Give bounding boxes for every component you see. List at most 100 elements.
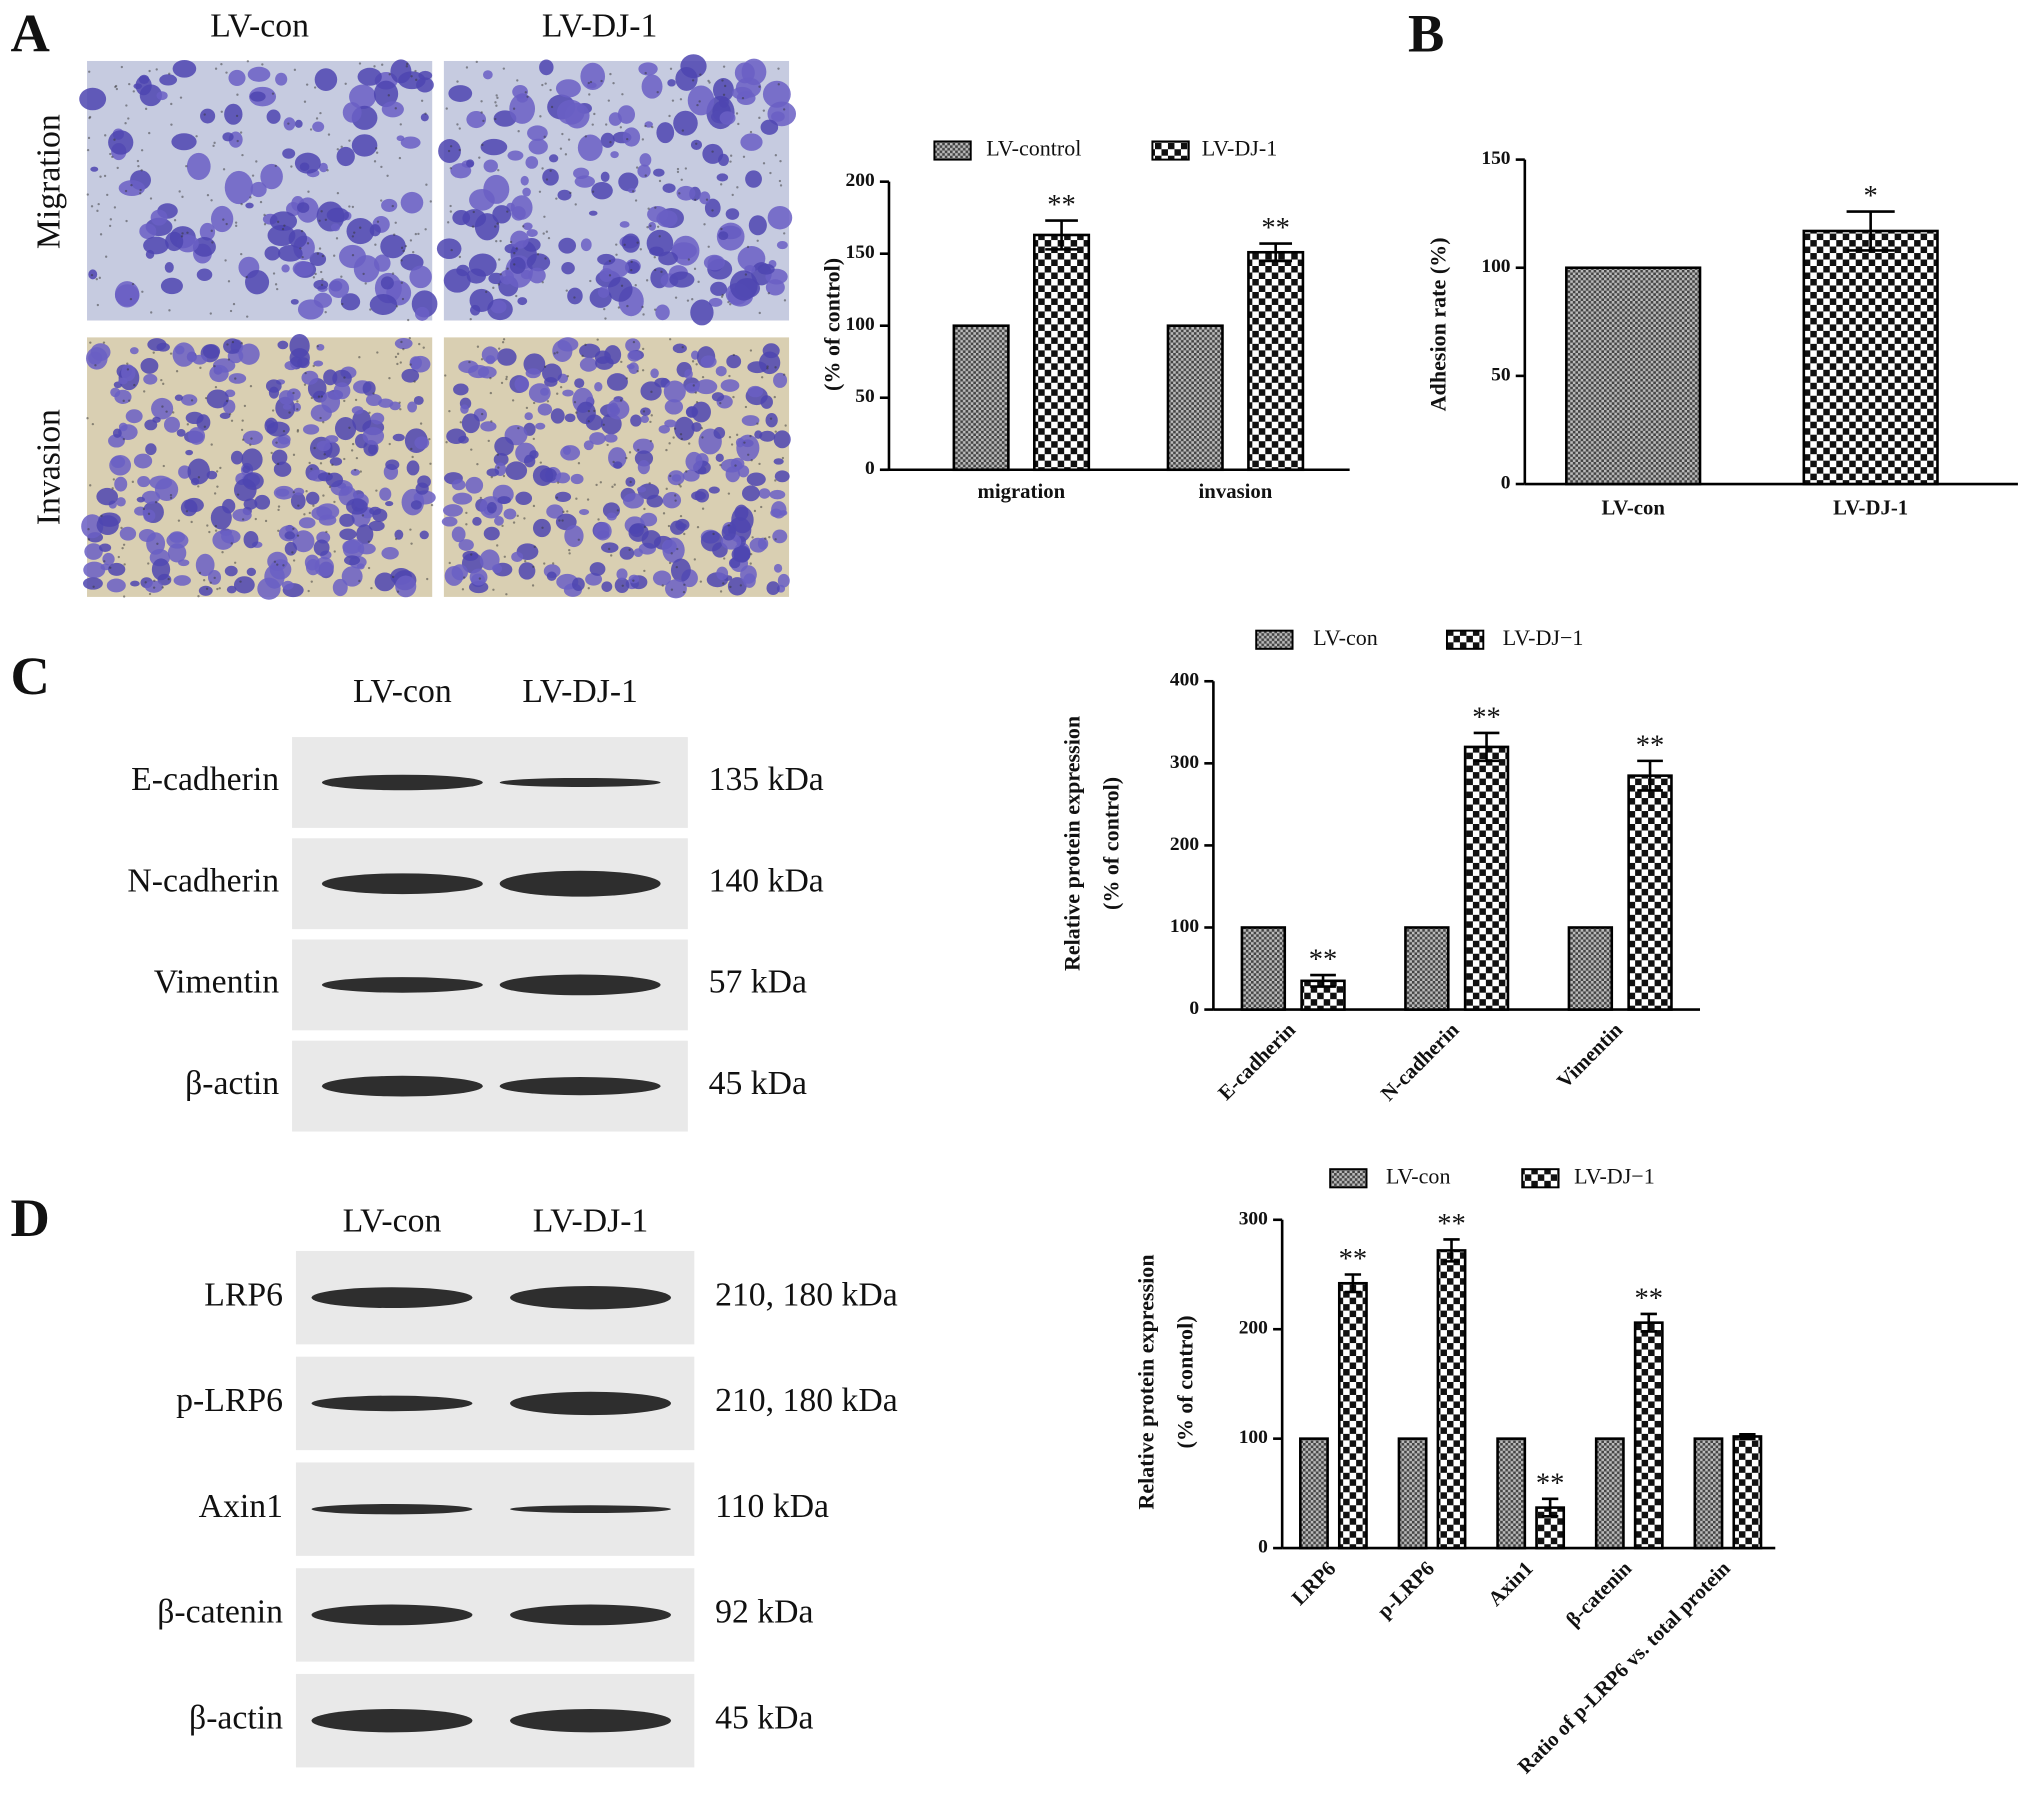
- pore: [128, 82, 131, 86]
- cell: [703, 254, 725, 271]
- panel-label: B: [1408, 2, 1444, 63]
- pore: [313, 86, 317, 89]
- pore: [399, 408, 402, 411]
- cell: [381, 101, 404, 118]
- pore: [722, 582, 725, 585]
- cell: [708, 486, 720, 494]
- pore: [773, 395, 776, 399]
- pore: [124, 189, 128, 193]
- pore: [114, 84, 118, 88]
- pore: [409, 363, 412, 366]
- pore: [541, 526, 544, 529]
- pore: [456, 123, 459, 126]
- pore: [701, 507, 705, 510]
- pore: [179, 96, 183, 99]
- cell: [415, 482, 429, 495]
- pore: [120, 526, 123, 530]
- pore: [361, 514, 365, 517]
- pore: [502, 338, 506, 341]
- pore: [240, 252, 243, 256]
- cell: [143, 509, 156, 522]
- bar: [1404, 926, 1450, 1011]
- cell: [616, 568, 628, 581]
- cell: [266, 109, 281, 124]
- pore: [584, 343, 587, 347]
- pore: [630, 269, 633, 272]
- cell: [133, 453, 153, 469]
- pore: [711, 209, 714, 212]
- pore: [487, 439, 490, 443]
- cell: [741, 415, 760, 426]
- pore: [231, 340, 235, 344]
- cell: [510, 195, 533, 220]
- pore: [569, 191, 572, 195]
- cell: [649, 246, 664, 256]
- y-tick-label: 150: [1481, 148, 1510, 169]
- pore: [274, 164, 277, 168]
- pore: [732, 353, 735, 357]
- pore: [513, 252, 516, 255]
- cell: [695, 379, 718, 395]
- cell: [757, 537, 769, 550]
- pore: [458, 127, 461, 130]
- pore: [685, 470, 688, 473]
- pore: [766, 365, 769, 368]
- pore: [769, 171, 772, 175]
- pore: [88, 115, 92, 119]
- pore: [671, 99, 675, 102]
- cell: [365, 393, 382, 406]
- pore: [758, 85, 761, 88]
- pore: [536, 253, 540, 256]
- cell: [466, 268, 487, 284]
- cell: [448, 85, 473, 102]
- cell: [108, 562, 126, 576]
- cell: [640, 512, 658, 527]
- pore: [678, 483, 681, 486]
- cell: [389, 401, 401, 411]
- pore: [241, 518, 245, 521]
- pore: [304, 371, 307, 375]
- pore: [162, 382, 165, 386]
- pore: [316, 252, 320, 255]
- cell: [147, 338, 167, 352]
- pore: [142, 507, 146, 511]
- cell: [644, 121, 653, 128]
- row-label: Invasion: [31, 409, 68, 525]
- cell: [245, 270, 270, 295]
- pore: [413, 380, 416, 383]
- pore: [407, 318, 410, 322]
- cell: [372, 508, 388, 522]
- pore: [234, 221, 238, 224]
- cell: [483, 174, 510, 204]
- pore: [351, 205, 355, 209]
- pore: [697, 280, 700, 283]
- pore: [140, 169, 143, 172]
- pore: [649, 439, 653, 443]
- pore: [727, 492, 731, 495]
- cell: [554, 491, 572, 502]
- pore: [670, 588, 674, 591]
- pore: [261, 63, 264, 66]
- pore: [400, 281, 404, 284]
- pore: [604, 317, 607, 320]
- pore: [653, 256, 656, 259]
- pore: [272, 272, 276, 275]
- cell: [321, 391, 341, 413]
- cell: [369, 294, 398, 315]
- cell: [767, 205, 793, 230]
- pore: [234, 377, 237, 380]
- pore: [343, 376, 346, 379]
- pore: [707, 79, 710, 83]
- pore: [546, 400, 550, 403]
- cell: [357, 543, 376, 555]
- cell: [721, 524, 736, 541]
- pore: [308, 461, 311, 465]
- pore: [769, 417, 773, 420]
- lane-label: LV-con: [353, 673, 452, 710]
- pore: [781, 456, 785, 460]
- pore: [766, 367, 769, 370]
- pore: [318, 247, 322, 250]
- pore: [410, 542, 413, 545]
- pore: [658, 235, 661, 238]
- pore: [644, 174, 647, 177]
